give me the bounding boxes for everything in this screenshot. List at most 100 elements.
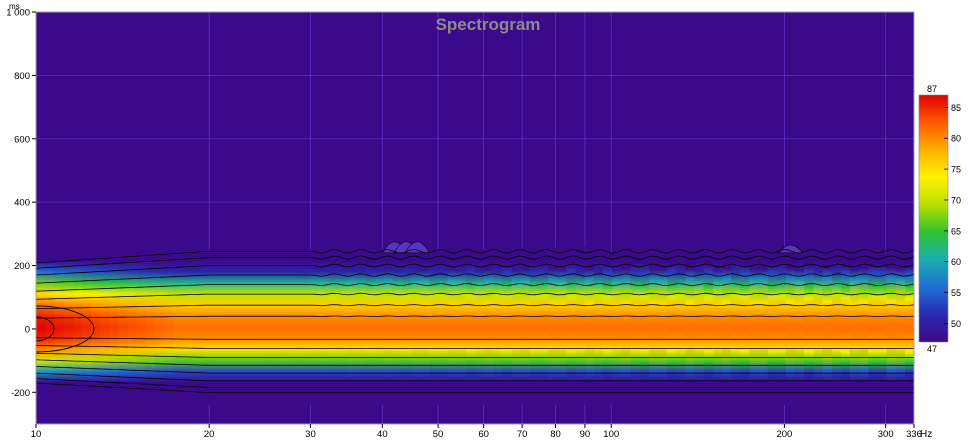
contour-line [36,378,914,388]
heatmap-column [639,252,650,405]
heatmap-column [273,249,284,405]
heatmap-column [127,249,138,405]
heatmap-column [566,252,577,405]
heatmap-column [246,249,257,405]
heatmap-column [346,248,357,405]
heatmap-column [72,249,83,405]
contour-line [36,255,914,269]
heatmap-column [228,249,238,405]
y-tick-label: -200 [11,388,30,399]
contour-line [36,337,914,340]
colorbar-tick-label: 85 [951,103,961,113]
heatmap-column [822,244,833,405]
colorbar-min-label: 47 [927,344,937,354]
colorbar-tick-label: 55 [951,288,961,298]
heatmap-column [447,248,458,405]
heatmap-column [45,249,55,405]
heatmap-column [310,249,321,405]
heatmap-column [337,250,348,405]
heatmap-column [703,254,714,405]
heatmap-column [136,249,147,405]
heatmap-column [484,247,494,405]
heatmap-column [200,249,211,405]
heatmap-column [109,249,119,405]
contour-line [36,248,914,264]
heatmap-column [292,249,302,405]
heatmap-column [621,246,632,405]
heatmap-column [264,249,275,405]
heatmap-column [36,249,46,405]
heatmap-column [182,249,193,405]
contour-line [36,273,914,284]
x-tick-label: 40 [377,429,388,440]
x-tick-label: 336 [906,429,922,440]
heatmap-column [785,244,796,405]
y-tick-label: 600 [14,134,30,145]
heatmap-column [356,249,366,405]
contour-line [36,304,914,310]
contour-line [36,292,914,300]
heatmap-column [840,255,851,405]
x-tick-label: 80 [550,429,561,440]
heatmap-column [145,249,156,405]
heatmap-column [438,250,449,405]
heatmap-column [676,251,686,405]
heatmap-column [721,245,732,405]
x-tick-label: 10 [31,429,42,440]
color-scale-bar: 50 55 60 65 70 75 80 85 87 47 [918,84,961,354]
colorbar-tick-label: 80 [951,134,961,144]
contour-line [36,372,914,382]
heatmap-column [282,249,293,405]
heatmap-column [209,249,220,405]
heatmap-column [529,251,540,405]
heatmap-column [520,247,531,405]
peak-contour [36,305,95,353]
heatmap-column [383,248,394,405]
heatmap-column [712,249,723,405]
heatmap-column [63,249,74,405]
heatmap-column [877,253,888,405]
heatmap-column [575,250,586,405]
heatmap-column [118,249,129,405]
x-tick-label: 300 [878,429,894,440]
heatmap-column [849,246,860,405]
heatmap-column [81,249,92,405]
heatmap-column [420,248,430,405]
heatmap-column [868,253,879,405]
x-tick-label: 20 [204,429,215,440]
heatmap-column [301,250,311,405]
x-tick-label: 100 [603,429,619,440]
heatmap-column [493,250,504,405]
contour-line [36,315,914,319]
heatmap-column [813,249,824,405]
heatmap-column [465,251,476,405]
heatmap-column [237,249,247,405]
heatmap-column [410,248,421,405]
colorbar-tick-label: 60 [951,257,961,267]
heatmap-column [749,246,760,405]
x-tick-label: 50 [433,429,444,440]
contour-line [36,352,914,358]
colorbar-gradient [918,94,949,343]
heatmap-body [36,241,914,405]
heatmap-column [584,246,595,405]
heatmap-column [548,247,558,405]
colorbar-tick-label: 65 [951,226,961,236]
x-tick-label: 200 [776,429,792,440]
heatmap-column [557,248,568,405]
contour-line [36,359,914,366]
x-tick-label: 30 [305,429,316,440]
heatmap-column [630,251,641,405]
heatmap-column [328,250,339,405]
contour-line [36,382,914,393]
heatmap-column [539,251,549,405]
heatmap-column [392,250,403,405]
contour-lines [36,248,914,393]
heatmap-column [365,250,375,405]
heatmap-column [758,246,769,405]
heatmap-column [886,244,897,405]
heatmap-column [401,250,412,405]
heatmap-column [767,253,778,405]
